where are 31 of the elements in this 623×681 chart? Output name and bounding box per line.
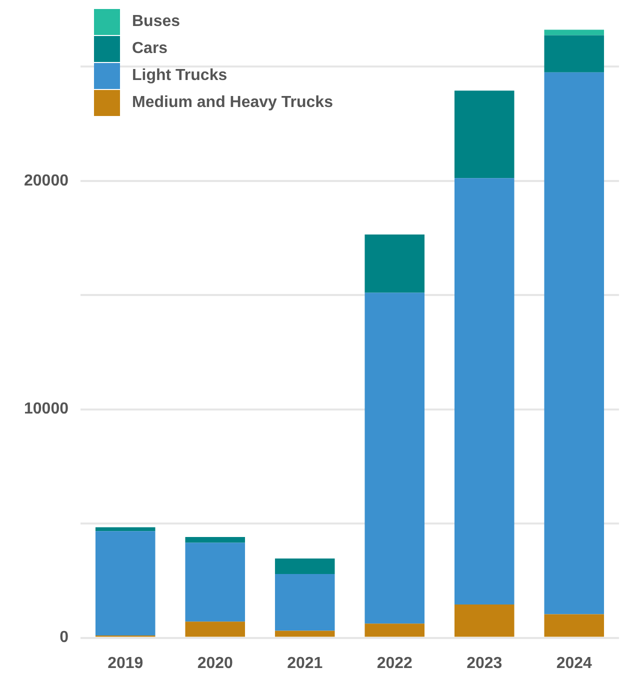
x-tick-label: 2023 [466, 654, 502, 672]
bar [274, 558, 335, 574]
y-tick-label: 10000 [24, 400, 69, 418]
y-tick-label: 0 [60, 629, 69, 646]
bar [185, 622, 246, 637]
bar [185, 537, 246, 543]
legend-label: Buses [132, 12, 180, 30]
bar [454, 178, 514, 604]
bar [185, 542, 246, 622]
bar [454, 604, 514, 637]
bar [274, 574, 335, 631]
legend-label: Cars [132, 40, 168, 58]
x-tick-label: 2022 [376, 654, 413, 672]
x-tick-label: 2019 [108, 654, 144, 672]
bar [364, 292, 425, 624]
legend-label: Light Trucks [132, 66, 228, 84]
legend-label: Medium and Heavy Trucks [132, 94, 333, 112]
bar [364, 234, 425, 293]
bar [95, 527, 156, 532]
x-tick-label: 2020 [197, 654, 234, 672]
bar [454, 90, 514, 178]
bar [544, 35, 604, 72]
x-tick-label: 2024 [556, 654, 592, 672]
bar [544, 72, 604, 614]
y-tick-label: 20000 [24, 172, 69, 190]
bar [544, 614, 604, 637]
bar [274, 630, 335, 637]
bar [544, 30, 604, 36]
bar [364, 624, 425, 637]
x-tick-label: 2021 [287, 654, 323, 672]
bar [95, 531, 156, 636]
